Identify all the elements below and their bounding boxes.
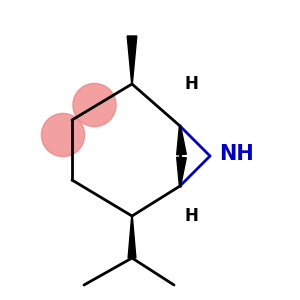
Text: H: H bbox=[184, 75, 198, 93]
Polygon shape bbox=[177, 126, 186, 155]
Text: NH: NH bbox=[219, 145, 254, 164]
Circle shape bbox=[41, 113, 85, 157]
Polygon shape bbox=[128, 216, 136, 258]
Circle shape bbox=[73, 83, 116, 127]
Text: H: H bbox=[184, 207, 198, 225]
Polygon shape bbox=[127, 36, 137, 84]
Polygon shape bbox=[177, 157, 186, 186]
